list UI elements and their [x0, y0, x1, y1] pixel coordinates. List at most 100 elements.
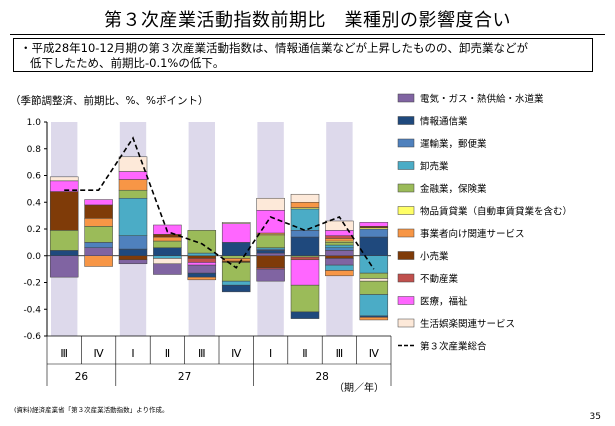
x-tick-label: Ⅳ [231, 347, 242, 360]
bar-segment [325, 235, 354, 239]
bar-segment [187, 258, 217, 263]
bar-segment [187, 255, 217, 259]
x-tick-label: Ⅰ [131, 347, 134, 360]
summary-line-2: 低下したため、前期比-0.1%の低下。 [30, 56, 225, 70]
period-shade [188, 122, 215, 336]
legend-label: 不動産業 [420, 273, 459, 285]
bar-segment [359, 272, 389, 279]
bar-segment [118, 171, 148, 180]
bar-segment [325, 250, 354, 256]
bar-segment [118, 235, 148, 250]
bar-segment [290, 193, 320, 203]
x-tick-label: Ⅰ [269, 347, 272, 360]
legend-label: 卸売業 [420, 161, 449, 173]
source-note: (資料)経済産業省「第３次産業活動指数」より作成。 [14, 406, 169, 414]
legend-label: 医療，福祉 [420, 296, 468, 308]
legend-label: 小売業 [420, 251, 449, 263]
summary-line-1: ・平成28年10-12月期の第３次産業活動指数は、情報通信業などが上昇したものの… [20, 41, 529, 55]
bar-segment [359, 222, 389, 227]
bar-segment [325, 242, 354, 246]
title-divider [10, 34, 605, 35]
bar-segment [290, 230, 320, 238]
legend-label: 金融業，保険業 [420, 183, 487, 195]
legend-label: 生活娯楽関連サービス [420, 318, 515, 330]
bar-segment [84, 226, 113, 243]
bar-segment [49, 250, 79, 256]
bar-segment [256, 255, 285, 269]
bar-segment [84, 218, 113, 227]
y-tick-label: 0.0 [27, 252, 42, 262]
x-tick-label: Ⅱ [165, 347, 170, 360]
bar-segment [221, 262, 251, 282]
y-tick-label: 1.0 [27, 118, 42, 128]
legend-label: 第３次産業総合 [420, 341, 487, 353]
legend-swatch [397, 206, 415, 215]
bar-segment [84, 247, 113, 257]
bar-segment [187, 230, 217, 254]
bar-segment [84, 242, 113, 248]
bar-segment [118, 259, 148, 265]
bar-segment [187, 252, 217, 256]
y-tick-label: 0.2 [27, 225, 41, 235]
bar-segment [325, 258, 354, 266]
year-label: 27 [178, 371, 191, 383]
x-tick-label: Ⅲ [60, 347, 68, 360]
x-tick-label: Ⅳ [369, 347, 380, 360]
y-tick-label: -0.2 [23, 279, 41, 289]
bar-segment [49, 176, 79, 182]
bar-segment [221, 284, 251, 293]
bar-segment [187, 276, 217, 281]
legend-swatch [397, 93, 415, 103]
bar-segment [118, 248, 148, 256]
y-tick-label: -0.4 [23, 305, 41, 315]
bar-segment [221, 255, 251, 259]
page-title: 第３次産業活動指数前期比 業種別の影響度合い [104, 10, 511, 31]
bar-segment [359, 280, 389, 295]
legend-label: 電気・ガス・熱供給・水道業 [420, 93, 544, 105]
bar-segment [153, 234, 182, 238]
bar-segment [325, 244, 354, 248]
bar-segment [153, 240, 182, 248]
x-tick-label: Ⅳ [94, 347, 105, 360]
bar-segment [84, 199, 113, 206]
bar-segment [256, 250, 285, 254]
y-tick-label: 0.4 [27, 198, 42, 208]
total-line [64, 136, 375, 270]
bar-segment [325, 238, 354, 242]
legend-swatch [397, 116, 415, 125]
legend-swatch [397, 273, 415, 283]
bar-segment [84, 204, 113, 219]
legend-label: 運輸業，郵便業 [420, 138, 487, 150]
bar-segment [118, 255, 148, 261]
x-tick-label: Ⅲ [198, 347, 206, 360]
bar-segment [325, 247, 354, 251]
legend: 電気・ガス・熱供給・水道業情報通信業運輸業，郵便業卸売業金融業，保険業物品賃貸業… [397, 93, 572, 353]
bar-segment [49, 230, 79, 251]
bar-segment [118, 156, 148, 172]
y-axis-unit-label: （季節調整済、前期比、%、%ポイント） [10, 94, 208, 107]
summary-box: ・平成28年10-12月期の第３次産業活動指数は、情報通信業などが上昇したものの… [13, 38, 593, 72]
year-label: 28 [316, 371, 329, 383]
y-tick-label: -0.6 [23, 332, 41, 342]
bar-segment [221, 222, 251, 224]
legend-swatch [397, 251, 415, 260]
bar-segment [290, 259, 320, 286]
bar-segment [325, 220, 354, 231]
bar-segment [290, 256, 320, 261]
bar-segment [118, 189, 148, 199]
bar-segment [256, 268, 285, 282]
bar-segment [256, 197, 285, 211]
bar-segment [49, 191, 79, 231]
bar-segment [221, 223, 251, 243]
bar-segment [359, 228, 389, 238]
bar-segment [359, 317, 389, 321]
bar-segment [153, 236, 182, 242]
bar-segment [187, 264, 217, 274]
stacked-bars [49, 156, 389, 321]
bar-segment [221, 280, 251, 286]
y-tick-label: 0.8 [27, 145, 42, 155]
bar-segment [153, 263, 182, 275]
bar-segment [153, 247, 182, 257]
bar-segment [84, 255, 113, 267]
